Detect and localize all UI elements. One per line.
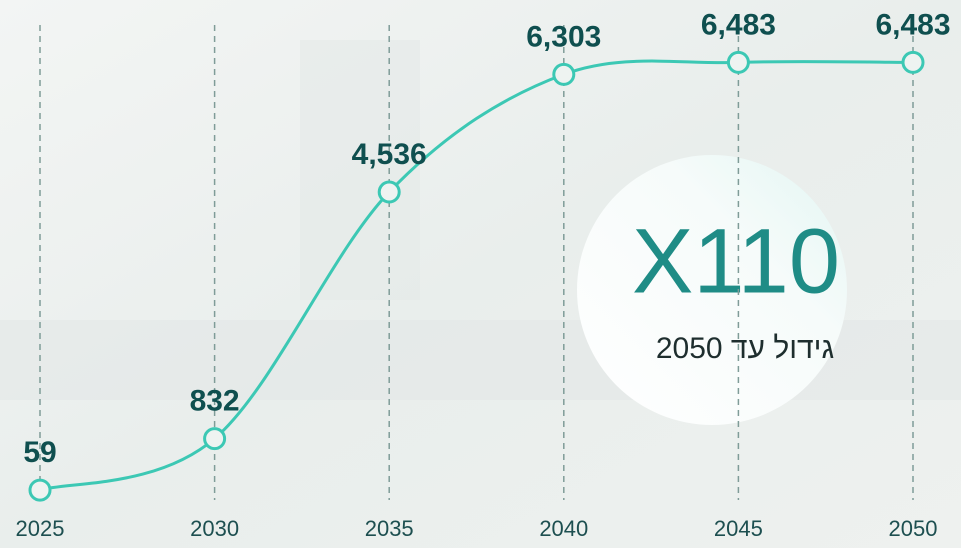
- annotation-circle: [577, 155, 847, 425]
- value-label: 6,303: [526, 20, 601, 53]
- x-tick-label: 2030: [190, 516, 239, 541]
- point: [552, 62, 576, 86]
- annotation: X110: [632, 210, 840, 312]
- value-label: 59: [23, 436, 56, 469]
- x-tick-label: 2045: [714, 516, 763, 541]
- value-label: 6,483: [701, 8, 776, 41]
- annotation-subtitle: גידול עד 2050: [656, 332, 834, 365]
- point: [726, 50, 750, 74]
- point: [203, 427, 227, 451]
- x-tick-label: 2035: [365, 516, 414, 541]
- value-label: 832: [190, 385, 240, 418]
- value-label: 4,536: [352, 138, 427, 171]
- x-tick-label: 2040: [539, 516, 588, 541]
- point: [28, 478, 52, 502]
- background-shape: [300, 40, 420, 300]
- point: [377, 180, 401, 204]
- value-label: 6,483: [875, 8, 950, 41]
- x-tick-label: 2025: [16, 516, 65, 541]
- point: [901, 50, 925, 74]
- x-tick-label: 2050: [889, 516, 938, 541]
